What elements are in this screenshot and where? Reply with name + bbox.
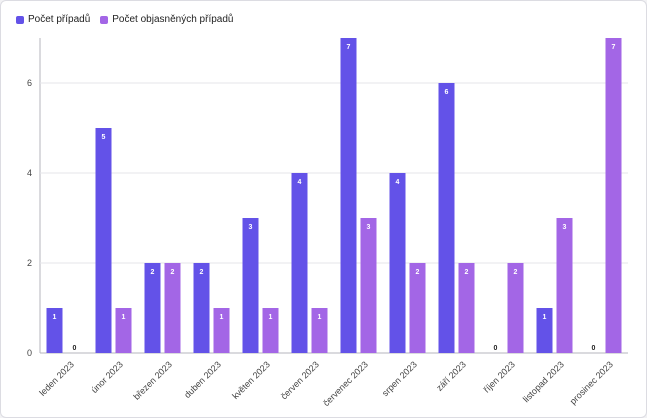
- legend: Počet případů Počet objasněných případů: [16, 14, 233, 25]
- x-tick-label: listopad 2023: [521, 359, 566, 404]
- bar-solved: [164, 263, 181, 353]
- x-tick-label: únor 2023: [89, 359, 125, 395]
- bar-value-label: 0: [73, 345, 77, 352]
- bar-value-label: 2: [151, 269, 155, 276]
- legend-label-cases: Počet případů: [28, 14, 91, 25]
- bar-value-label: 1: [220, 314, 224, 321]
- y-tick-label: 0: [27, 348, 32, 358]
- bar-cases: [438, 83, 455, 353]
- bar-value-label: 3: [367, 224, 371, 231]
- bar-value-label: 3: [563, 224, 567, 231]
- bar-cases: [389, 173, 406, 353]
- bar-value-label: 7: [347, 44, 351, 51]
- bar-cases: [340, 38, 357, 353]
- bar-value-label: 1: [122, 314, 126, 321]
- legend-item-solved[interactable]: Počet objasněných případů: [100, 14, 233, 25]
- legend-swatch-solved: [100, 15, 109, 24]
- bar-solved: [262, 308, 279, 353]
- x-tick-label: srpen 2023: [380, 359, 419, 398]
- legend-label-solved: Počet objasněných případů: [112, 14, 234, 25]
- bar-value-label: 1: [53, 314, 57, 321]
- bar-value-label: 2: [200, 269, 204, 276]
- bar-solved: [556, 218, 573, 353]
- bar-solved: [213, 308, 230, 353]
- bar-value-label: 2: [171, 269, 175, 276]
- bar-cases: [536, 308, 553, 353]
- bar-value-label: 1: [269, 314, 273, 321]
- bar-cases: [193, 263, 210, 353]
- bar-value-label: 2: [514, 269, 518, 276]
- bar-solved: [360, 218, 377, 353]
- bar-value-label: 4: [298, 179, 302, 186]
- bar-cases: [144, 263, 161, 353]
- y-tick-label: 4: [27, 168, 32, 178]
- bar-solved: [409, 263, 426, 353]
- bar-cases: [242, 218, 259, 353]
- bar-value-label: 1: [318, 314, 322, 321]
- bar-value-label: 7: [612, 44, 616, 51]
- legend-item-cases[interactable]: Počet případů: [16, 14, 90, 25]
- bar-value-label: 1: [543, 314, 547, 321]
- bar-value-label: 5: [102, 134, 106, 141]
- bar-value-label: 3: [249, 224, 253, 231]
- y-tick-label: 6: [27, 78, 32, 88]
- bar-value-label: 4: [396, 179, 400, 186]
- bar-value-label: 2: [416, 269, 420, 276]
- x-tick-label: červen 2023: [279, 359, 321, 401]
- x-tick-label: duben 2023: [182, 359, 223, 400]
- x-tick-label: prosinec 2023: [568, 359, 615, 406]
- bar-value-label: 2: [465, 269, 469, 276]
- bar-solved: [507, 263, 524, 353]
- y-tick-label: 2: [27, 258, 32, 268]
- x-tick-label: leden 2023: [37, 359, 76, 398]
- x-tick-label: květen 2023: [230, 359, 272, 401]
- bar-cases: [95, 128, 112, 353]
- x-tick-label: březen 2023: [131, 359, 173, 401]
- bar-solved: [115, 308, 132, 353]
- bar-solved: [458, 263, 475, 353]
- bar-cases: [291, 173, 308, 353]
- bar-solved: [311, 308, 328, 353]
- x-tick-label: říjen 2023: [482, 359, 517, 394]
- bar-value-label: 0: [494, 345, 498, 352]
- bar-value-label: 0: [592, 345, 596, 352]
- bar-cases: [46, 308, 63, 353]
- x-tick-label: září 2023: [434, 359, 468, 393]
- x-tick-label: červenec 2023: [321, 359, 370, 408]
- legend-swatch-cases: [16, 15, 24, 24]
- bar-solved: [605, 38, 622, 353]
- bar-value-label: 6: [445, 89, 449, 96]
